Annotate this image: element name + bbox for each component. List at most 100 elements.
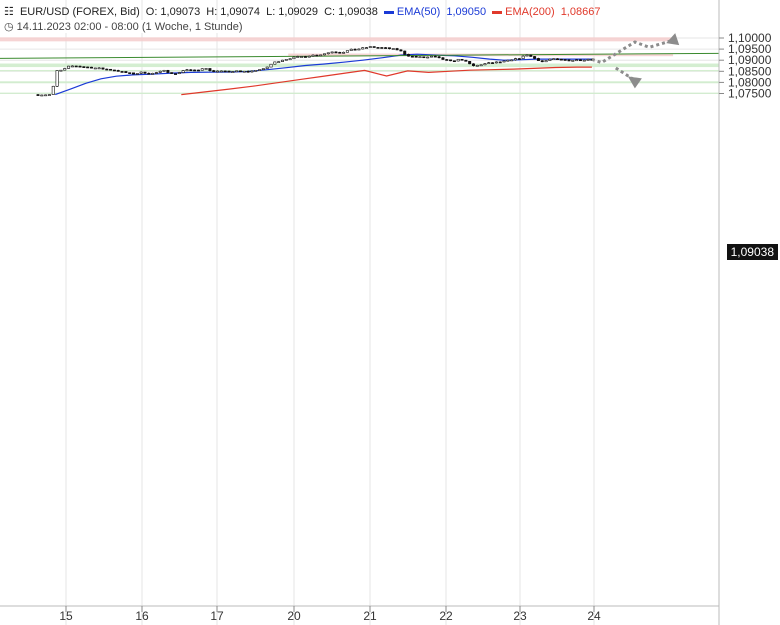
candle-body-144 (586, 59, 590, 61)
candle-body-46 (212, 70, 216, 72)
candle-body-14 (89, 66, 93, 69)
instrument-name: EUR/USD (FOREX, Bid) (19, 6, 140, 18)
candle-body-56 (250, 70, 254, 73)
ema50-legend[interactable]: EMA(50) (383, 6, 443, 18)
candle-body-66 (288, 58, 292, 61)
candle-body-47 (216, 70, 220, 73)
high-value: 1,09074 (220, 6, 261, 18)
candle-body-141 (575, 59, 579, 62)
candle-body-57 (254, 70, 258, 72)
candle-body-53 (238, 70, 242, 73)
x-tick-label-5: 22 (439, 609, 453, 623)
candle-body-38 (181, 70, 185, 73)
x-tick-label-0: 15 (59, 609, 73, 623)
candle-body-132 (540, 60, 544, 63)
candle-body-49 (223, 70, 227, 73)
candle-body-73 (315, 54, 319, 57)
candle-body-76 (326, 52, 330, 55)
candle-body-40 (189, 69, 193, 72)
candle-body-1 (40, 94, 44, 97)
candle-body-79 (338, 51, 342, 54)
candle-body-89 (376, 47, 380, 49)
candle-body-30 (151, 73, 155, 75)
candle-body-26 (135, 73, 139, 75)
candle-body-4 (51, 85, 55, 95)
candle-body-7 (63, 68, 67, 71)
candle-body-27 (139, 71, 143, 74)
candle-body-114 (471, 63, 475, 66)
candle-body-0 (36, 94, 40, 96)
candle-body-9 (70, 65, 74, 68)
low-value: 1,09029 (278, 6, 319, 18)
candle-body-115 (475, 64, 479, 67)
candle-body-60 (265, 66, 269, 69)
candle-body-8 (67, 65, 71, 69)
candle-body-62 (273, 61, 277, 65)
ema200-legend[interactable]: EMA(200) (492, 6, 558, 18)
chart-type-icon[interactable]: ☷ (4, 6, 14, 18)
candle-body-45 (208, 68, 212, 71)
candle-body-15 (93, 67, 97, 70)
candle-body-12 (82, 66, 86, 68)
y-tick-label-5: 1,07500 (728, 87, 772, 101)
x-tick-label-2: 17 (210, 609, 224, 623)
low-label: L: (266, 6, 276, 18)
candle-body-6 (59, 69, 63, 72)
y-tick-label-1: 1,09500 (728, 42, 772, 56)
candle-body-18 (105, 68, 109, 71)
candle-body-5 (55, 70, 59, 87)
projection-up-arrowhead (666, 33, 680, 46)
support-zone-0 (0, 63, 719, 68)
candle-body-133 (544, 60, 548, 63)
ema200-label: EMA(200) (505, 6, 555, 18)
candle-body-139 (567, 59, 571, 62)
candle-body-42 (196, 69, 200, 72)
close-label: C: (324, 6, 336, 18)
y-tick-label-0: 1,10000 (728, 31, 772, 45)
candle-body-142 (578, 59, 582, 62)
candle-body-59 (261, 68, 265, 70)
candle-body-72 (311, 54, 315, 57)
projection-up-path (591, 39, 671, 65)
candle-body-82 (349, 48, 353, 51)
ema200-value: 1,08667 (560, 6, 601, 18)
candle-body-93 (391, 48, 395, 50)
clock-icon: ◷ (4, 21, 14, 33)
candle-body-37 (177, 72, 181, 74)
candle-body-32 (158, 70, 162, 73)
candle-body-127 (521, 55, 525, 59)
projection-arrows (591, 33, 680, 89)
candle-body-88 (372, 46, 376, 48)
candle-body-39 (185, 69, 189, 72)
candle-body-116 (479, 64, 483, 67)
candle-body-122 (502, 60, 506, 63)
x-axis: 15 16 17 20 21 22 23 24 (0, 605, 719, 623)
ema200-path (181, 66, 592, 96)
candle-body-131 (536, 58, 540, 61)
close-value: 1,09038 (338, 6, 378, 18)
candle-body-63 (277, 61, 281, 63)
candle-body-90 (380, 47, 384, 49)
candle-body-80 (342, 51, 346, 54)
candle-body-78 (334, 51, 338, 54)
candle-body-36 (174, 73, 178, 75)
candle-body-103 (429, 55, 433, 58)
candle-body-55 (246, 70, 250, 73)
candle-body-110 (456, 58, 460, 62)
candle-body-107 (445, 59, 449, 61)
candle-body-21 (116, 70, 120, 72)
candle-body-50 (227, 70, 231, 73)
candle-body-33 (162, 70, 166, 72)
candle-body-44 (204, 68, 208, 70)
candle-body-20 (112, 69, 116, 72)
candle-body-43 (200, 68, 204, 71)
projection-down-arrowhead (627, 76, 642, 89)
period: (1 Woche, 1 Stunde) (141, 21, 243, 33)
candle-body-138 (563, 59, 567, 61)
high-label: H: (206, 6, 218, 18)
candle-body-23 (124, 71, 128, 73)
candle-body-87 (368, 46, 372, 48)
candle-body-58 (258, 69, 262, 71)
candle-body-65 (284, 59, 288, 61)
